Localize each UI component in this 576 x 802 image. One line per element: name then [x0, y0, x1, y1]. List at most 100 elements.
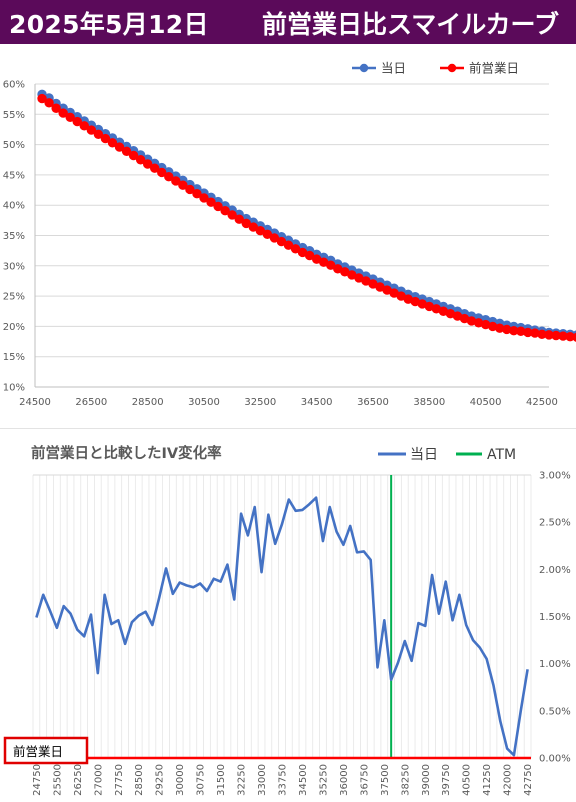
prev-day-point	[37, 93, 47, 104]
y-tick-label: 15%	[3, 352, 25, 363]
prev-day-point	[171, 176, 181, 186]
x-tick-label: 33750	[278, 764, 289, 796]
prev-day-point	[100, 133, 111, 144]
prev-day-point	[114, 142, 125, 152]
x-tick-label: 42750	[523, 764, 534, 796]
x-tick-label: 41250	[482, 764, 493, 796]
x-tick-label: 34500	[301, 397, 333, 408]
x-tick-label: 42000	[503, 764, 514, 796]
prev-day-point	[213, 201, 223, 212]
iv-change-chart: 前営業日と比較したIV変化率 0.00% 0.50% 1.00% 1.50% 2.00% 2…	[3, 444, 571, 796]
prev-day-point	[44, 98, 54, 108]
x-tick-label: 30500	[188, 397, 220, 408]
x-tick-label: 32500	[244, 397, 276, 408]
y-tick-label: 35%	[3, 231, 25, 242]
prev-day-point	[164, 172, 174, 182]
prev-day-point	[199, 193, 209, 203]
y-tick-label: 40%	[3, 201, 25, 212]
y-tick-label: 0.50%	[539, 706, 571, 717]
x-tick-label: 31500	[216, 764, 227, 796]
prev-day-point	[149, 163, 160, 173]
y-tick-label: 2.50%	[539, 518, 571, 529]
legend-marker	[359, 63, 369, 73]
x-tick-label: 25500	[52, 764, 63, 796]
y-tick-label: 50%	[3, 140, 25, 151]
x-tick-label: 26500	[75, 397, 107, 408]
prev-day-point	[227, 210, 237, 220]
x-tick-label: 38500	[413, 397, 445, 408]
y-tick-label: 20%	[3, 322, 25, 333]
x-tick-label: 42500	[526, 397, 558, 408]
prev-day-point	[234, 214, 244, 224]
prev-day-point	[157, 167, 167, 178]
prev-day-point	[86, 125, 97, 135]
x-tick-label: 27750	[114, 764, 125, 796]
x-tick-label: 27000	[93, 764, 104, 796]
x-tick-label: 40500	[462, 764, 473, 796]
chart-divider	[0, 428, 576, 429]
legend-label-today: 当日	[410, 447, 438, 463]
legend-label: 当日	[381, 61, 406, 76]
x-tick-label: 32250	[237, 764, 248, 796]
x-tick-label: 40500	[470, 397, 502, 408]
smile-curve-chart: 10% 15% 20% 25% 30% 35% 40% 45% 50% 55% 60% 24500 26…	[3, 61, 576, 408]
prev-day-point	[178, 180, 188, 190]
x-tick-label: 36500	[357, 397, 389, 408]
y-tick-label: 55%	[3, 110, 25, 121]
prev-day-point	[185, 184, 195, 195]
x-tick-label: 24750	[32, 764, 43, 796]
prev-day-point	[121, 146, 132, 156]
prev-day-point	[220, 205, 230, 216]
prev-day-point	[72, 116, 82, 127]
x-tick-label: 39750	[441, 764, 452, 796]
prev-day-point	[65, 112, 75, 123]
y-tick-label: 25%	[3, 292, 25, 303]
report-title: 前営業日比スマイルカーブ	[262, 10, 560, 39]
prev-day-point	[128, 150, 139, 161]
legend-label: 前営業日	[469, 61, 519, 76]
y-tick-label: 1.50%	[539, 612, 571, 623]
x-tick-label: 36000	[339, 764, 350, 796]
x-tick-label: 28500	[132, 397, 164, 408]
x-tick-label: 30750	[196, 764, 207, 796]
x-tick-label: 33000	[257, 764, 268, 796]
y-tick-label: 10%	[3, 383, 25, 394]
y-tick-label: 1.00%	[539, 659, 571, 670]
x-tick-label: 34500	[298, 764, 309, 796]
x-tick-label: 37500	[380, 764, 391, 796]
x-tick-label: 35250	[318, 764, 329, 796]
x-tick-label: 26250	[73, 764, 84, 796]
title-bar: 2025年5月12日 前営業日比スマイルカーブ	[0, 0, 576, 44]
x-tick-label: 36750	[359, 764, 370, 796]
x-tick-label: 29250	[155, 764, 166, 796]
x-tick-label: 24500	[19, 397, 51, 408]
legend-label-atm: ATM	[487, 447, 516, 463]
x-tick-label: 39000	[421, 764, 432, 796]
prev-day-point	[192, 188, 202, 199]
report-date: 2025年5月12日	[9, 10, 209, 39]
chart-title: 前営業日と比較したIV変化率	[31, 444, 222, 462]
prev-day-point	[58, 108, 68, 118]
y-tick-label: 60%	[3, 80, 25, 91]
y-tick-label: 45%	[3, 170, 25, 181]
legend-marker	[447, 63, 457, 73]
x-tick-label: 38250	[400, 764, 411, 796]
series-line-prev-day	[41, 97, 576, 339]
prev-day-point	[135, 155, 146, 165]
y-tick-label: 3.00%	[539, 471, 571, 482]
x-tick-label: 30000	[175, 764, 186, 796]
y-tick-label: 2.00%	[539, 565, 571, 576]
baseline-label: 前営業日	[13, 744, 63, 759]
prev-day-point	[93, 129, 104, 139]
prev-day-point	[51, 103, 61, 113]
prev-day-point	[206, 197, 216, 207]
prev-day-point	[142, 159, 153, 169]
prev-day-point	[107, 138, 118, 148]
series-line-today	[41, 93, 576, 336]
x-tick-label: 28500	[134, 764, 145, 796]
prev-day-point	[79, 121, 89, 131]
y-tick-label: 30%	[3, 261, 25, 272]
baseline-label-box	[3, 736, 89, 765]
prev-day-point	[572, 332, 576, 342]
y-tick-label: 0.00%	[539, 754, 571, 765]
